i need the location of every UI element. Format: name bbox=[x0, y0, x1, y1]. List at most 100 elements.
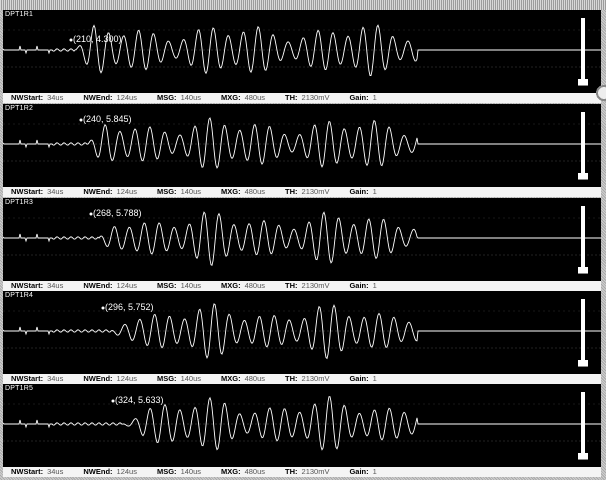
gain-field: Gain: 1 bbox=[349, 467, 376, 477]
gain-slider-track bbox=[581, 392, 585, 456]
th-label: TH: bbox=[285, 281, 298, 290]
marker-point bbox=[89, 212, 93, 216]
waveform-plot[interactable]: DPT1R5 (324, 5.633) bbox=[3, 384, 601, 467]
gain-field: Gain: 1 bbox=[349, 187, 376, 197]
nwstart-label: NWStart: bbox=[11, 187, 44, 196]
nwend-field: NWEnd: 124us bbox=[83, 281, 137, 291]
gain-slider-thumb[interactable] bbox=[578, 453, 588, 461]
th-field: TH: 2130mV bbox=[285, 281, 329, 291]
waveform-trace bbox=[3, 396, 601, 451]
channel-name: DPT1R3 bbox=[5, 199, 34, 206]
th-value: 2130mV bbox=[301, 467, 330, 476]
th-value: 2130mV bbox=[301, 374, 330, 383]
mxg-value: 480us bbox=[244, 93, 266, 102]
msg-label: MSG: bbox=[156, 281, 177, 290]
channel-panel: DPT1R2 (240, 5.845) NWStart: 34us NWEnd: 1… bbox=[3, 104, 601, 197]
waveform-svg bbox=[3, 24, 601, 76]
nwstart-label: NWStart: bbox=[11, 93, 44, 102]
status-bar: NWStart: 34us NWEnd: 124us MSG: 140us MXG: 4… bbox=[3, 93, 601, 103]
waveform-trace bbox=[3, 211, 601, 266]
nwstart-value: 34us bbox=[47, 187, 64, 196]
waveform-trace bbox=[3, 24, 601, 76]
msg-value: 140us bbox=[180, 374, 201, 383]
gain-slider[interactable] bbox=[578, 206, 588, 275]
status-bar: NWStart: 34us NWEnd: 124us MSG: 140us MXG: 4… bbox=[3, 281, 601, 291]
msg-field: MSG: 140us bbox=[157, 187, 201, 197]
marker-readout: (210, 4.300) bbox=[73, 34, 122, 44]
nwstart-label: NWStart: bbox=[11, 374, 44, 383]
nwstart-value: 34us bbox=[47, 467, 64, 476]
marker-readout: (324, 5.633) bbox=[115, 395, 164, 405]
nwstart-value: 34us bbox=[47, 93, 64, 102]
msg-field: MSG: 140us bbox=[157, 93, 201, 103]
gain-slider-thumb[interactable] bbox=[578, 360, 588, 368]
nwstart-field: NWStart: 34us bbox=[11, 467, 63, 477]
th-label: TH: bbox=[285, 467, 298, 476]
nwstart-label: NWStart: bbox=[11, 467, 44, 476]
msg-field: MSG: 140us bbox=[157, 374, 201, 384]
nwend-field: NWEnd: 124us bbox=[83, 187, 137, 197]
mxg-label: MXG: bbox=[221, 187, 241, 196]
gain-value: 1 bbox=[372, 93, 377, 102]
msg-value: 140us bbox=[180, 187, 201, 196]
th-field: TH: 2130mV bbox=[285, 187, 329, 197]
resize-grip-icon[interactable] bbox=[596, 80, 606, 106]
nwstart-field: NWStart: 34us bbox=[11, 187, 63, 197]
gain-label: Gain: bbox=[349, 467, 369, 476]
nwstart-field: NWStart: 34us bbox=[11, 93, 63, 103]
nwend-field: NWEnd: 124us bbox=[83, 467, 137, 477]
waveform-plot[interactable]: DPT1R2 (240, 5.845) bbox=[3, 104, 601, 187]
th-field: TH: 2130mV bbox=[285, 93, 329, 103]
waveform-svg bbox=[3, 396, 601, 451]
mxg-value: 480us bbox=[244, 187, 266, 196]
nwend-label: NWEnd: bbox=[83, 467, 113, 476]
gain-slider-track bbox=[581, 18, 585, 82]
gain-label: Gain: bbox=[349, 374, 369, 383]
msg-value: 140us bbox=[180, 467, 201, 476]
gain-slider-thumb[interactable] bbox=[578, 267, 588, 275]
mxg-label: MXG: bbox=[221, 93, 241, 102]
waveform-plot[interactable]: DPT1R4 (296, 5.752) bbox=[3, 291, 601, 374]
waveform-trace bbox=[3, 117, 601, 169]
th-value: 2130mV bbox=[301, 93, 330, 102]
msg-field: MSG: 140us bbox=[157, 281, 201, 291]
th-label: TH: bbox=[285, 187, 298, 196]
gain-slider[interactable] bbox=[578, 392, 588, 461]
nwend-value: 124us bbox=[116, 187, 137, 196]
msg-label: MSG: bbox=[156, 187, 177, 196]
th-label: TH: bbox=[285, 93, 298, 102]
status-bar: NWStart: 34us NWEnd: 124us MSG: 140us MXG: 4… bbox=[3, 467, 601, 477]
th-value: 2130mV bbox=[301, 187, 330, 196]
channel-name: DPT1R1 bbox=[5, 11, 34, 18]
gain-slider-thumb[interactable] bbox=[578, 79, 588, 87]
msg-label: MSG: bbox=[156, 374, 177, 383]
gain-slider[interactable] bbox=[578, 299, 588, 368]
nwstart-field: NWStart: 34us bbox=[11, 281, 63, 291]
marker-point bbox=[101, 306, 105, 310]
gain-label: Gain: bbox=[349, 187, 369, 196]
nwstart-value: 34us bbox=[47, 281, 64, 290]
gain-slider-track bbox=[581, 112, 585, 176]
waveform-plot[interactable]: DPT1R1 (210, 4.300) bbox=[3, 10, 601, 93]
marker-point bbox=[79, 118, 83, 122]
channel-name: DPT1R5 bbox=[5, 385, 34, 392]
nwend-label: NWEnd: bbox=[83, 93, 113, 102]
waveform-plot[interactable]: DPT1R3 (268, 5.788) bbox=[3, 198, 601, 281]
waveform-svg bbox=[3, 117, 601, 169]
th-label: TH: bbox=[285, 374, 298, 383]
nwstart-value: 34us bbox=[47, 374, 64, 383]
gain-slider-thumb[interactable] bbox=[578, 173, 588, 181]
gain-slider[interactable] bbox=[578, 18, 588, 87]
gain-slider[interactable] bbox=[578, 112, 588, 181]
mxg-value: 480us bbox=[244, 374, 266, 383]
gain-value: 1 bbox=[372, 467, 377, 476]
marker-readout: (268, 5.788) bbox=[93, 208, 142, 218]
waveform-trace bbox=[3, 303, 601, 360]
nwstart-label: NWStart: bbox=[11, 281, 44, 290]
marker-readout: (240, 5.845) bbox=[83, 114, 132, 124]
marker-point bbox=[69, 38, 73, 42]
nwend-field: NWEnd: 124us bbox=[83, 374, 137, 384]
mxg-field: MXG: 480us bbox=[221, 467, 265, 477]
channel-panel: DPT1R1 (210, 4.300) NWStart: 34us NWEnd: 1… bbox=[3, 10, 601, 103]
gain-field: Gain: 1 bbox=[349, 374, 376, 384]
